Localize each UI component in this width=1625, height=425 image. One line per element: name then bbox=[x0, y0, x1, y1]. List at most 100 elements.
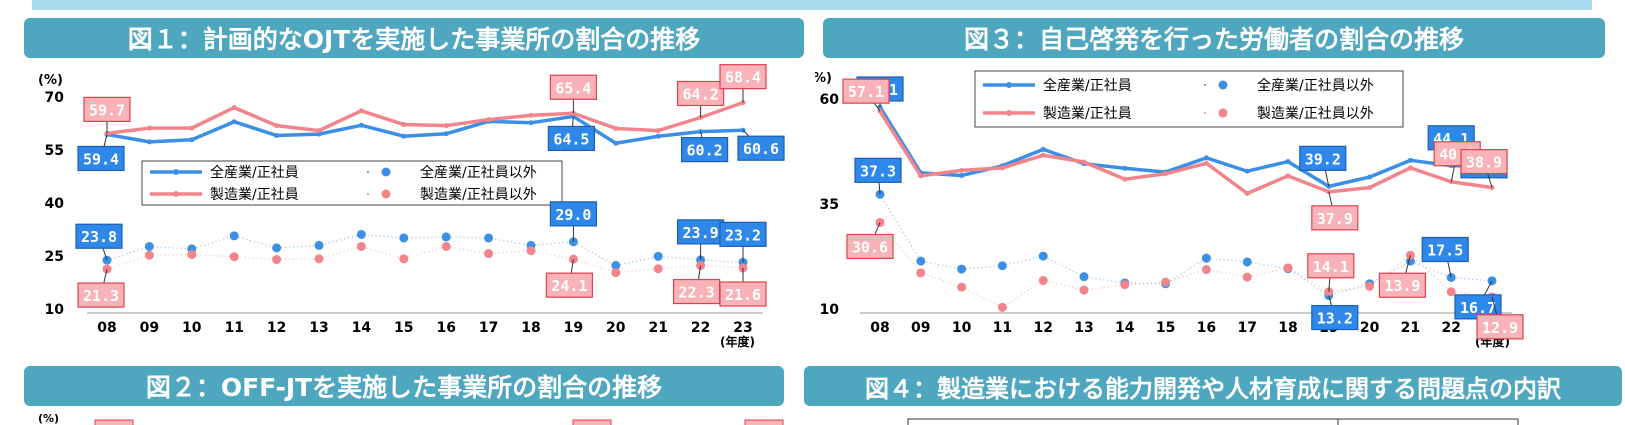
legend-label: 全産業/正社員 bbox=[1043, 77, 1132, 94]
data-label-box bbox=[719, 281, 767, 307]
x-tick-label: 13 bbox=[309, 320, 328, 336]
series-point bbox=[653, 251, 663, 261]
top-accent-band bbox=[32, 0, 1592, 10]
series-line bbox=[106, 245, 744, 274]
legend-marker bbox=[1218, 80, 1228, 90]
data-label: 23.8 bbox=[81, 228, 117, 246]
series-point bbox=[356, 229, 366, 239]
series-point bbox=[104, 130, 110, 136]
series-point bbox=[1285, 173, 1291, 179]
series-point bbox=[1040, 146, 1046, 152]
series-point bbox=[272, 255, 282, 265]
legend-label: 全産業/正社員 bbox=[210, 164, 299, 181]
series-point bbox=[528, 112, 534, 118]
x-tick-label: 10 bbox=[182, 320, 202, 336]
x-tick-label: 18 bbox=[1278, 320, 1297, 336]
series-point bbox=[1244, 191, 1250, 196]
series-point bbox=[1446, 287, 1456, 297]
data-label-box bbox=[77, 145, 125, 172]
fig2-label-fragment bbox=[94, 419, 134, 425]
data-label-box bbox=[549, 201, 598, 227]
series-line bbox=[879, 194, 1493, 297]
data-label: 60.6 bbox=[743, 140, 779, 158]
data-label: 23.9 bbox=[683, 224, 719, 242]
series-point bbox=[1242, 272, 1252, 282]
data-label-box bbox=[549, 74, 598, 100]
series-point bbox=[1365, 281, 1375, 291]
data-label-box bbox=[842, 78, 890, 104]
data-label: 30.6 bbox=[852, 238, 888, 256]
series-point bbox=[187, 250, 197, 260]
x-tick-label: 12 bbox=[1033, 320, 1052, 336]
data-label-box bbox=[1307, 253, 1355, 279]
series-point bbox=[1283, 263, 1293, 273]
data-label: 65.4 bbox=[555, 79, 591, 97]
series-point bbox=[401, 122, 407, 128]
x-tick-label: 13 bbox=[1074, 320, 1093, 336]
series-point bbox=[1487, 276, 1497, 286]
data-label-box bbox=[1311, 304, 1359, 331]
legend-marker bbox=[381, 189, 391, 199]
series-point bbox=[1038, 275, 1048, 285]
series-line bbox=[878, 110, 1493, 196]
series-point bbox=[486, 117, 492, 123]
legend-label: 全産業/正社員以外 bbox=[420, 164, 537, 181]
data-label: 59.4 bbox=[83, 150, 119, 168]
data-label-box bbox=[1311, 205, 1359, 231]
x-tick-label: 12 bbox=[267, 320, 286, 336]
legend-label: 製造業/正社員以外 bbox=[1257, 106, 1374, 122]
series-point bbox=[1122, 165, 1128, 171]
series-point bbox=[314, 240, 324, 250]
x-tick-label: 08 bbox=[97, 320, 116, 336]
y-tick-label: 55 bbox=[45, 143, 64, 159]
series-point bbox=[484, 233, 494, 243]
x-tick-label: 09 bbox=[140, 320, 159, 336]
legend-marker bbox=[1006, 82, 1012, 88]
series-point bbox=[1203, 155, 1209, 161]
series-line bbox=[106, 233, 744, 267]
legend-marker bbox=[1006, 110, 1012, 116]
series-point bbox=[1120, 280, 1130, 290]
y-tick-label: 40 bbox=[45, 196, 65, 212]
x-tick-label: 10 bbox=[952, 320, 972, 336]
data-label: 68.4 bbox=[725, 69, 761, 87]
x-tick-label: 15 bbox=[1156, 320, 1175, 336]
series-point bbox=[611, 268, 621, 278]
x-tick-label: 21 bbox=[1401, 320, 1420, 336]
x-tick-label: 16 bbox=[436, 320, 455, 336]
x-tick-label: 18 bbox=[521, 320, 540, 336]
series-point bbox=[1201, 265, 1211, 275]
y-tick-label: 10 bbox=[45, 302, 65, 318]
legend-marker bbox=[367, 193, 369, 195]
series-point bbox=[231, 119, 237, 125]
unit-label: (%) bbox=[38, 73, 63, 88]
series-point bbox=[1367, 185, 1373, 191]
series-point bbox=[1203, 160, 1209, 166]
fig2-unit-fragment: (%) bbox=[38, 412, 59, 425]
series-point bbox=[655, 128, 661, 134]
x-tick-label: 16 bbox=[1197, 320, 1216, 336]
y-tick-label: 70 bbox=[45, 90, 65, 106]
series-point bbox=[999, 165, 1005, 171]
figure-3-title: 図３：自己啓発を行った労働者の割合の推移 bbox=[823, 18, 1605, 58]
data-label: 13.2 bbox=[1317, 310, 1353, 328]
fig2-label-fragment bbox=[572, 419, 612, 425]
series-point bbox=[358, 108, 364, 114]
data-label: 64.5 bbox=[553, 130, 589, 148]
legend-box bbox=[141, 160, 563, 206]
legend-box bbox=[974, 70, 1404, 128]
series-point bbox=[1242, 257, 1252, 267]
series-point bbox=[399, 254, 409, 264]
legend-marker bbox=[173, 169, 179, 175]
data-label-box bbox=[75, 223, 123, 249]
series-point bbox=[1081, 159, 1087, 165]
data-label: 64.2 bbox=[683, 85, 719, 103]
data-label-box bbox=[547, 125, 596, 152]
data-label: 21.3 bbox=[83, 287, 119, 305]
series-point bbox=[1244, 168, 1250, 174]
series-point bbox=[611, 261, 621, 271]
x-tick-label: 14 bbox=[352, 320, 372, 336]
x-tick-label: 08 bbox=[870, 320, 889, 336]
series-point bbox=[358, 122, 364, 128]
series-point bbox=[957, 264, 967, 274]
